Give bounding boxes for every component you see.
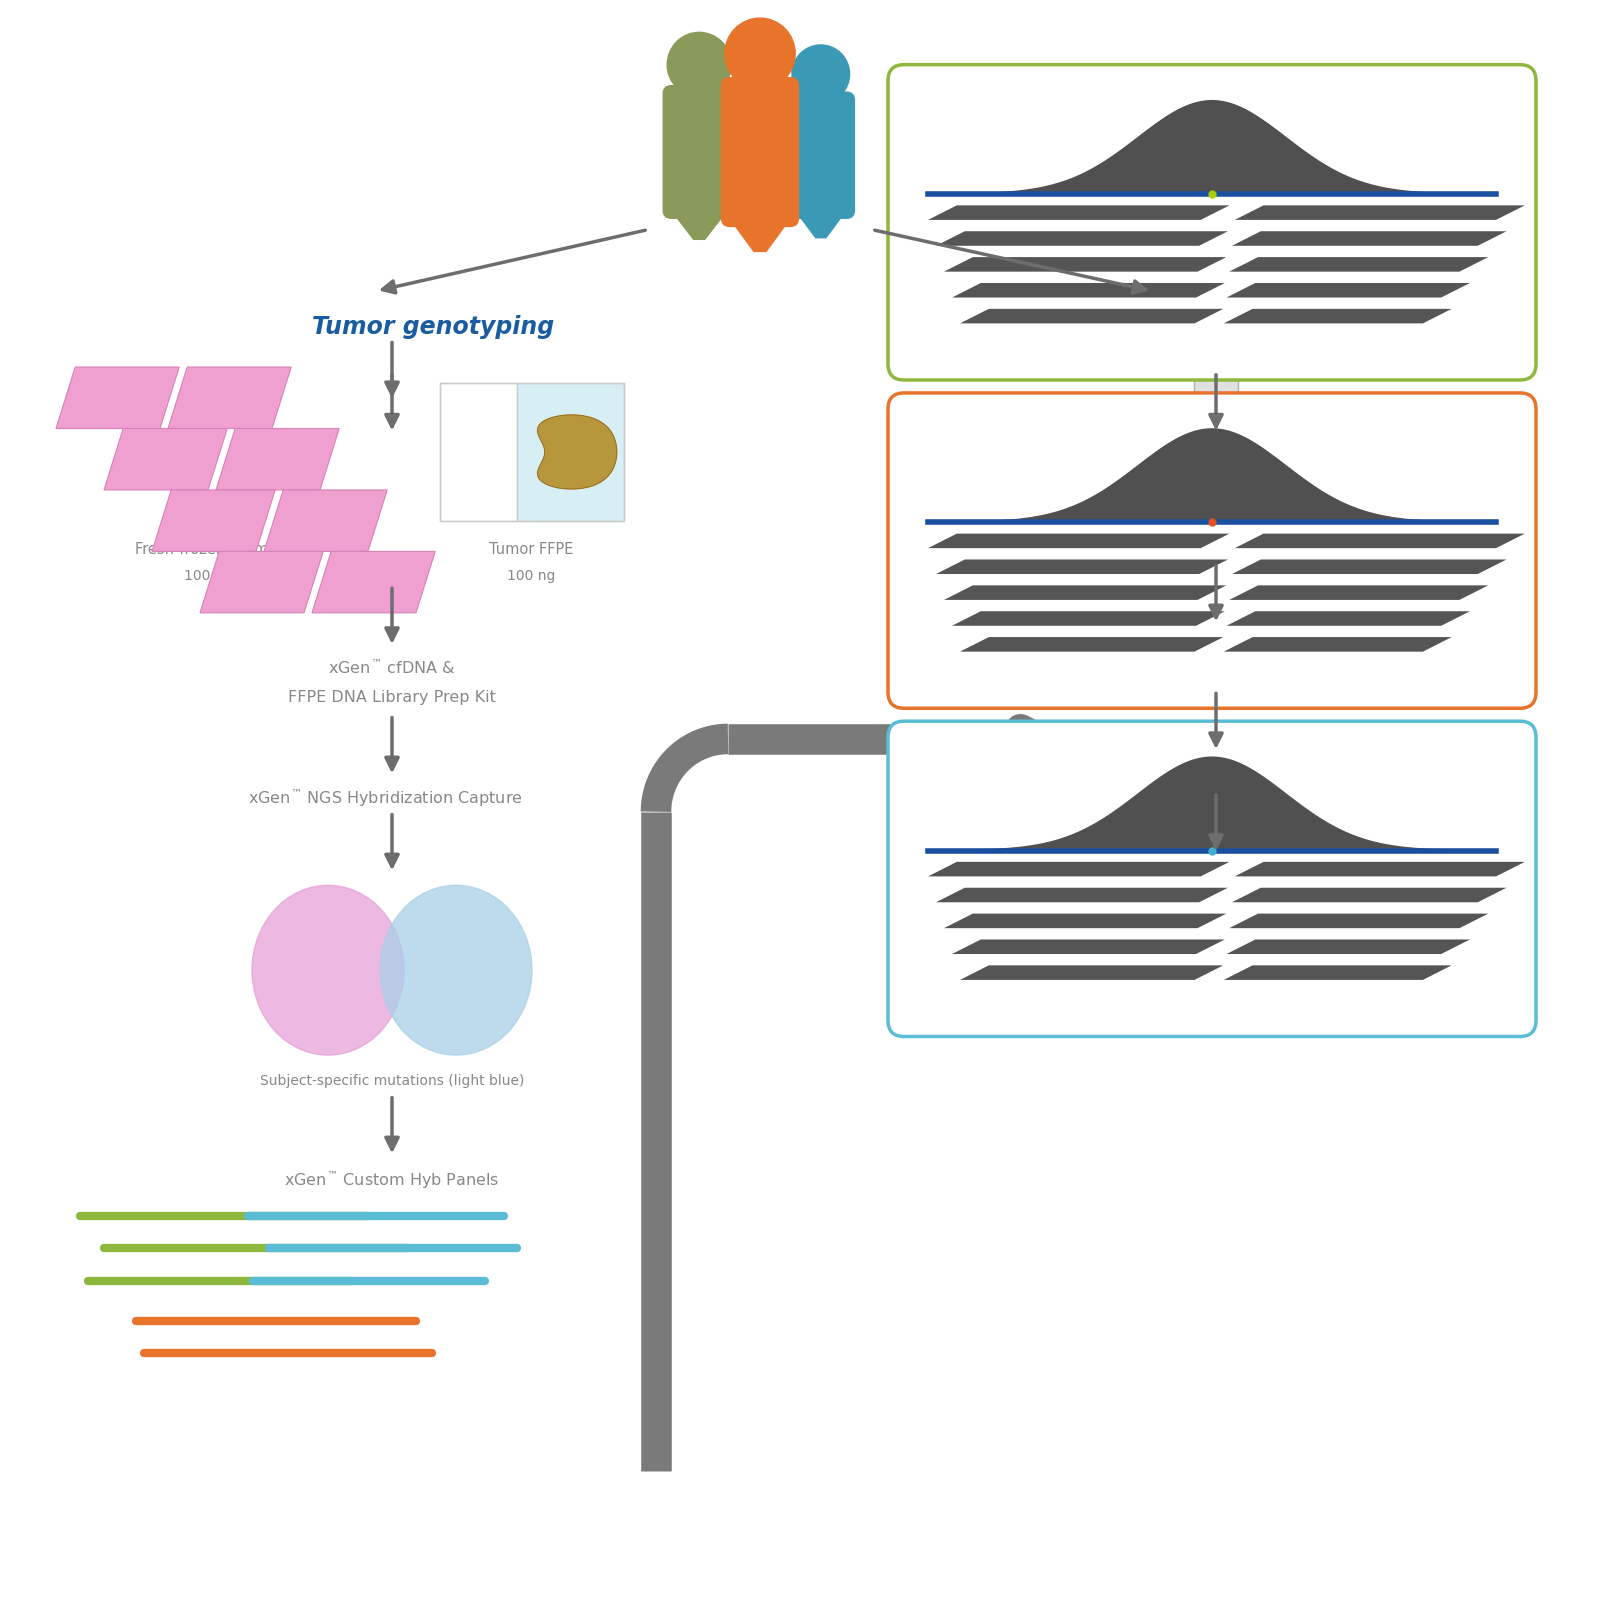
Text: FFPE DNA Library Prep Kit: FFPE DNA Library Prep Kit bbox=[288, 690, 496, 705]
Polygon shape bbox=[1229, 257, 1488, 272]
Text: xGen$^{\mathregular{™}}$ cfDNA &: xGen$^{\mathregular{™}}$ cfDNA & bbox=[328, 658, 456, 678]
Polygon shape bbox=[168, 367, 291, 429]
Polygon shape bbox=[944, 585, 1226, 600]
Polygon shape bbox=[56, 367, 179, 429]
Polygon shape bbox=[1235, 862, 1525, 876]
Ellipse shape bbox=[379, 886, 531, 1056]
Polygon shape bbox=[672, 210, 726, 239]
Polygon shape bbox=[1227, 611, 1470, 626]
Text: xGen$^{\mathregular{™}}$ cfDNA  &: xGen$^{\mathregular{™}}$ cfDNA & bbox=[1150, 634, 1282, 653]
Polygon shape bbox=[928, 205, 1229, 220]
Polygon shape bbox=[216, 429, 339, 490]
Ellipse shape bbox=[792, 45, 850, 103]
Polygon shape bbox=[1232, 888, 1507, 902]
Polygon shape bbox=[104, 429, 227, 490]
Text: Tumor genotyping: Tumor genotyping bbox=[312, 315, 554, 340]
Text: FFPE DNA Library Prep Kit: FFPE DNA Library Prep Kit bbox=[1112, 666, 1320, 681]
Polygon shape bbox=[1208, 509, 1224, 526]
Polygon shape bbox=[440, 383, 517, 521]
Polygon shape bbox=[200, 551, 323, 613]
Polygon shape bbox=[1194, 485, 1238, 509]
Text: 25 ng: 25 ng bbox=[1197, 545, 1235, 559]
Text: 100 ng: 100 ng bbox=[507, 569, 555, 584]
Polygon shape bbox=[960, 965, 1224, 980]
Polygon shape bbox=[1224, 965, 1451, 980]
Text: 100 ng: 100 ng bbox=[184, 569, 232, 584]
Polygon shape bbox=[538, 416, 618, 488]
Polygon shape bbox=[936, 559, 1227, 574]
Polygon shape bbox=[952, 939, 1226, 954]
Polygon shape bbox=[1194, 372, 1238, 485]
Polygon shape bbox=[1232, 231, 1507, 246]
Polygon shape bbox=[936, 888, 1227, 902]
FancyBboxPatch shape bbox=[662, 86, 734, 218]
Polygon shape bbox=[312, 551, 435, 613]
FancyBboxPatch shape bbox=[787, 92, 854, 218]
Polygon shape bbox=[1227, 283, 1470, 298]
Text: Subject-specific ctDNA identification: Subject-specific ctDNA identification bbox=[952, 315, 1442, 340]
Ellipse shape bbox=[725, 18, 795, 89]
Text: xGen$^{\mathregular{™}}$ NGS Hybridization Capture: xGen$^{\mathregular{™}}$ NGS Hybridizati… bbox=[248, 787, 523, 808]
Text: xGen$^{\mathregular{™}}$ Custom Hyb Panels: xGen$^{\mathregular{™}}$ Custom Hyb Pane… bbox=[285, 1169, 499, 1190]
Ellipse shape bbox=[253, 886, 403, 1056]
Polygon shape bbox=[1227, 939, 1470, 954]
FancyBboxPatch shape bbox=[888, 393, 1536, 708]
Polygon shape bbox=[1232, 559, 1507, 574]
Polygon shape bbox=[944, 257, 1226, 272]
FancyBboxPatch shape bbox=[888, 721, 1536, 1036]
Text: Fresh-frozen normal: Fresh-frozen normal bbox=[134, 542, 282, 556]
Polygon shape bbox=[730, 218, 790, 251]
Polygon shape bbox=[952, 611, 1226, 626]
Ellipse shape bbox=[667, 32, 731, 97]
Polygon shape bbox=[952, 283, 1226, 298]
Polygon shape bbox=[928, 757, 1496, 851]
FancyBboxPatch shape bbox=[722, 78, 798, 226]
Polygon shape bbox=[928, 429, 1496, 522]
Polygon shape bbox=[795, 210, 846, 238]
Polygon shape bbox=[1229, 914, 1488, 928]
Polygon shape bbox=[960, 309, 1224, 323]
Polygon shape bbox=[936, 231, 1227, 246]
Polygon shape bbox=[928, 534, 1229, 548]
Polygon shape bbox=[1224, 637, 1451, 652]
Text: Tumor FFPE: Tumor FFPE bbox=[490, 542, 573, 556]
Polygon shape bbox=[152, 490, 275, 551]
Text: Subject-specific mutations (light blue): Subject-specific mutations (light blue) bbox=[259, 1074, 525, 1088]
Polygon shape bbox=[1224, 309, 1451, 323]
Polygon shape bbox=[960, 637, 1224, 652]
Polygon shape bbox=[1235, 205, 1525, 220]
FancyBboxPatch shape bbox=[888, 65, 1536, 380]
Polygon shape bbox=[517, 383, 624, 521]
Polygon shape bbox=[264, 490, 387, 551]
Text: xGen$^{\mathregular{™}}$ NGS Hybridization Capture: xGen$^{\mathregular{™}}$ NGS Hybridizati… bbox=[1056, 768, 1331, 789]
Polygon shape bbox=[1229, 585, 1488, 600]
Polygon shape bbox=[1235, 534, 1525, 548]
Polygon shape bbox=[1189, 356, 1243, 372]
Polygon shape bbox=[944, 914, 1226, 928]
Polygon shape bbox=[928, 862, 1229, 876]
Polygon shape bbox=[928, 100, 1496, 194]
Text: Plasma cfDNA: Plasma cfDNA bbox=[1165, 517, 1267, 532]
